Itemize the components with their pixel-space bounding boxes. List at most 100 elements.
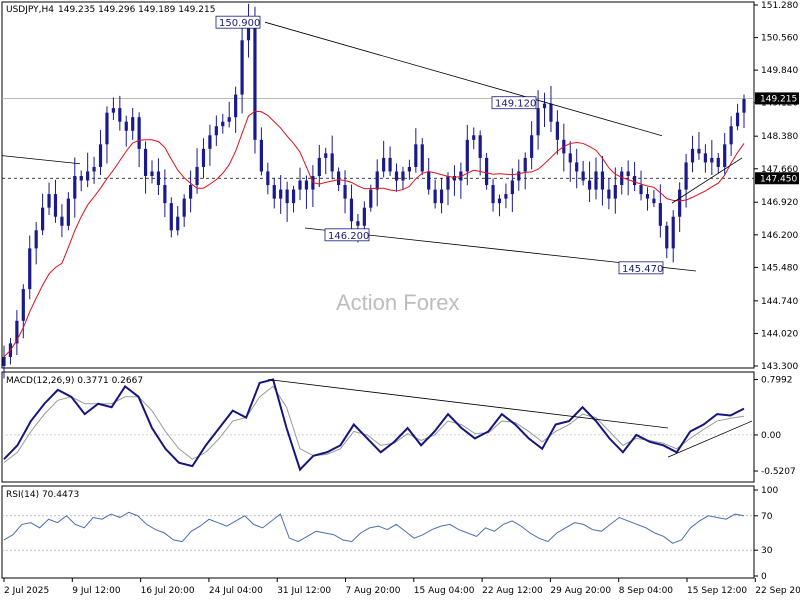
price-tick-label: 148.380 [761,132,798,142]
price-candle-body [137,117,141,149]
price-level-label-box [324,228,370,242]
price-candle-body [86,171,90,181]
time-tick-label: 7 Aug 20:00 [346,586,401,596]
price-candle-body [388,157,392,172]
price-candle-body [414,144,418,167]
time-tick-label: 24 Jul 04:00 [209,586,263,596]
price-candle-body [703,153,707,163]
price-candle-body [729,126,733,145]
price-candle-body [124,121,128,131]
price-candle-body [613,185,617,199]
price-level-label: 145.470 [622,264,663,275]
price-candle-body [208,135,212,149]
price-candle-body [356,221,360,226]
rsi-panel [1,485,755,579]
price-candle-body [690,148,695,163]
rsi-tick-label: 100 [761,486,778,496]
price-candle-body [240,40,244,95]
price-candle-body [291,189,296,204]
reference-level-tag [755,172,799,185]
price-candle-body [317,157,321,176]
price-candle-body [427,171,431,190]
price-candle-body [420,144,424,172]
price-candle-body [452,176,457,181]
price-candle-body [163,185,167,204]
price-candle-body [620,171,624,186]
price-candle-body [587,180,592,190]
macd-tick-label: 0.00 [761,431,781,441]
price-candle-body [227,117,231,122]
price-tick-label: 146.200 [761,231,798,241]
price-candle-body [47,194,51,208]
macd-tick-label: 0.7992 [761,376,793,386]
price-candle-body [2,356,6,366]
macd-trend-line [267,379,669,429]
price-candle-body [407,166,411,172]
price-candle-body [684,162,688,190]
price-level-label: 149.120 [495,99,536,110]
price-candle-body [28,248,32,290]
rsi-tick-label: 30 [761,546,773,556]
price-candle-body [131,117,135,131]
price-tick-label: 147.660 [761,165,798,175]
price-candle-body [446,176,450,190]
price-candle-body [34,230,38,249]
price-candle-body [189,185,193,199]
price-candle-body [401,171,405,181]
current-price-tag [755,92,799,105]
price-candle-body [21,289,25,321]
price-candle-body [671,216,675,249]
time-tick-label: 31 Jul 12:00 [277,586,331,596]
rsi-tick-label: 70 [761,512,773,522]
rsi-line [3,511,745,544]
price-candle-body [169,203,173,231]
price-tick-label: 151.280 [761,1,798,11]
price-candle-body [324,153,328,158]
price-tick-label: 149.840 [761,66,798,76]
macd-line [3,378,745,472]
price-candle-body [156,171,161,186]
time-tick-label: 8 Sep 04:00 [619,586,674,596]
price-candle-body [530,135,534,158]
price-level-label-box [215,15,261,29]
rsi-title: RSI(14) 70.4473 [6,490,79,500]
price-candle-body [742,99,746,113]
price-candle-body [66,198,70,226]
price-candle-body [633,176,637,186]
price-level-label-box [491,96,537,110]
price-tick-label: 143.300 [761,362,798,372]
price-candle-body [79,176,83,181]
price-candle-body [510,180,514,195]
price-candle-body [304,180,309,190]
price-candle-body [555,121,559,140]
price-tick-label: 144.740 [761,297,798,307]
price-candle-body [375,171,379,190]
price-level-label-box [618,261,664,275]
price-candle-body [594,171,598,190]
price-tick-label: 144.020 [761,329,798,339]
price-candle-body [697,148,701,154]
price-candle-body [349,198,354,222]
symbol-label: USDJPY,H4 [6,5,54,15]
price-candle-body [272,185,276,199]
reference-level-tag-text: 147.450 [760,174,797,184]
price-candle-body [285,189,289,204]
price-candle-body [246,22,251,41]
macd-support-line [667,420,753,458]
time-tick-label: 15 Sep 12:00 [687,586,747,596]
price-candle-body [369,189,373,208]
price-candle-body [504,194,508,199]
price-tick-label: 150.560 [761,34,798,44]
price-candle-body [195,166,199,186]
price-candle-body [568,153,572,163]
price-candle-body [542,103,547,109]
ohlc-values: 149.235 149.296 149.189 149.215 [58,5,215,15]
time-tick-label: 9 Jul 12:00 [72,586,121,596]
price-candle-body [465,139,469,172]
watermark: Action Forex [336,290,460,315]
price-candle-body [337,171,341,186]
price-tick-label: 146.920 [761,198,798,208]
price-candle-body [279,189,283,199]
price-candle-body [73,176,77,199]
price-candle-body [665,225,669,249]
